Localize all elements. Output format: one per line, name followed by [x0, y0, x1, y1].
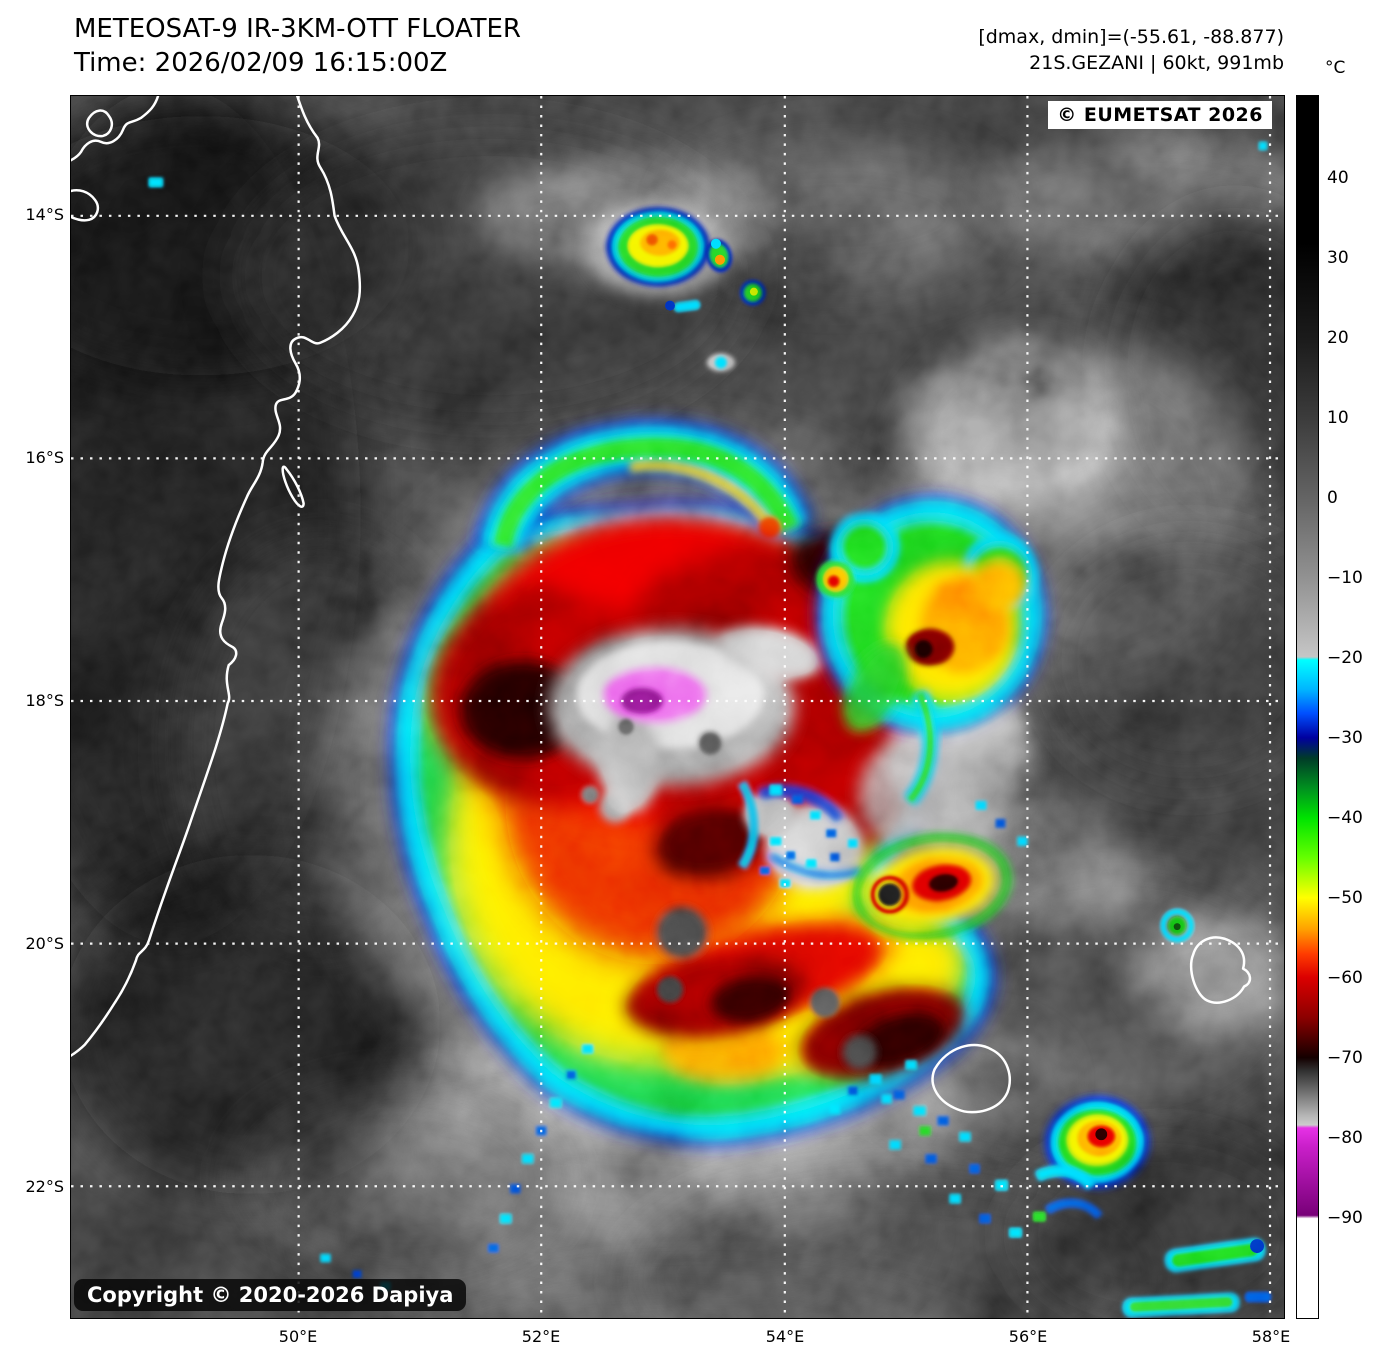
coastlines — [71, 96, 1252, 1114]
colorbar-tick: −20 — [1327, 648, 1363, 668]
page-title: METEOSAT-9 IR-3KM-OTT FLOATER — [74, 14, 521, 44]
satellite-map-panel: © EUMETSAT 2026 Copyright © 2020-2026 Da… — [70, 95, 1285, 1319]
colorbar-tick: −10 — [1327, 568, 1363, 588]
colorbar-unit-label: °C — [1325, 58, 1346, 78]
header-right: [dmax, dmin]=(-55.61, -88.877) 21S.GEZAN… — [978, 24, 1284, 76]
nosy-be-island — [85, 109, 114, 138]
colorbar-tick: −30 — [1327, 728, 1363, 748]
lat-tick: 22°S — [25, 1177, 64, 1196]
colorbar-tick: −50 — [1327, 888, 1363, 908]
copyright-badge: Copyright © 2020-2026 Dapiya — [74, 1279, 467, 1311]
colorbar-tick: −70 — [1327, 1048, 1363, 1068]
colorbar-tick: −80 — [1327, 1128, 1363, 1148]
madagascar-nw-coast — [71, 96, 160, 162]
lon-tick: 52°E — [521, 1327, 561, 1346]
lon-tick: 54°E — [765, 1327, 805, 1346]
lon-tick: 58°E — [1251, 1327, 1291, 1346]
sainte-marie-island — [281, 465, 305, 508]
colorbar — [1296, 95, 1319, 1319]
madagascar-nw-bay — [71, 189, 100, 222]
mauritius-outline — [1189, 936, 1252, 1004]
madagascar-coastline — [71, 96, 362, 1058]
lat-tick: 20°S — [25, 934, 64, 953]
lon-tick: 56°E — [1008, 1327, 1048, 1346]
cloud-texture-fine — [71, 96, 1284, 1318]
lat-tick: 18°S — [25, 691, 64, 710]
lat-tick: 16°S — [25, 448, 64, 467]
storm-readout: 21S.GEZANI | 60kt, 991mb — [1029, 52, 1284, 74]
colorbar-tick: 40 — [1327, 168, 1349, 188]
colorbar-tick: 10 — [1327, 408, 1349, 428]
colorbar-tick: 30 — [1327, 248, 1349, 268]
lon-tick: 50°E — [278, 1327, 318, 1346]
colorbar-tick: −40 — [1327, 808, 1363, 828]
satellite-image — [71, 96, 1284, 1318]
title-block: METEOSAT-9 IR-3KM-OTT FLOATER Time: 2026… — [74, 12, 521, 80]
timestamp: Time: 2026/02/09 16:15:00Z — [74, 48, 448, 78]
colorbar-tick: 20 — [1327, 328, 1349, 348]
colorbar-tick: −90 — [1327, 1208, 1363, 1228]
reunion-outline — [931, 1043, 1011, 1114]
colorbar-tick: 0 — [1327, 488, 1338, 508]
eumetsat-credit-badge: © EUMETSAT 2026 — [1048, 101, 1272, 129]
dmax-dmin-readout: [dmax, dmin]=(-55.61, -88.877) — [978, 26, 1284, 48]
colorbar-tick: −60 — [1327, 968, 1363, 988]
lat-tick: 14°S — [25, 205, 64, 224]
